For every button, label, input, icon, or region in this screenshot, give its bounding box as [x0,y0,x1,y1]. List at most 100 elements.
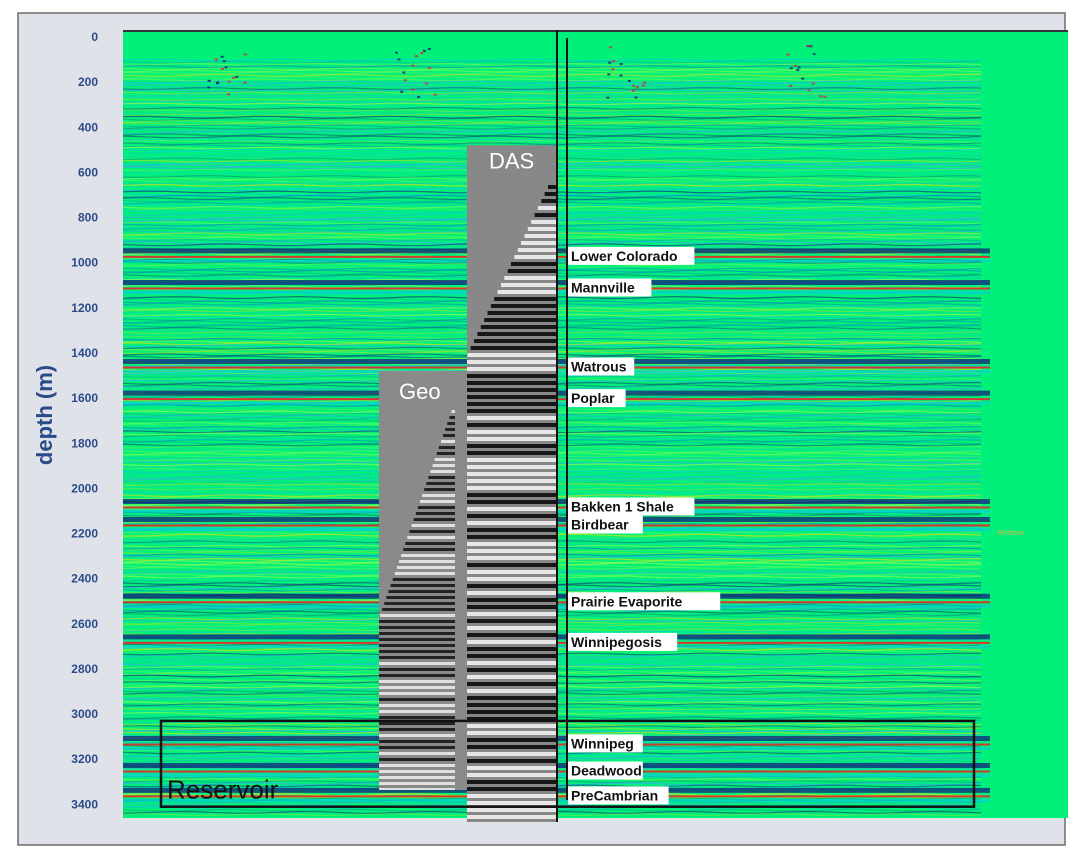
noise-speck [634,96,638,99]
geo-traces [379,410,455,790]
noise-speck [224,66,228,69]
das-band [467,710,558,714]
das-band [467,745,558,749]
geo-band [379,680,455,683]
formation-label: Winnipegosis [571,634,662,650]
das-band [541,199,558,203]
reflector [123,69,982,73]
das-band [501,283,558,287]
geo-band [394,572,455,575]
geo-band [403,548,455,551]
das-band [467,591,558,595]
das-band [467,675,558,679]
reflector [123,87,982,91]
geo-band [441,440,455,443]
formation-label: Prairie Evaporite [571,593,682,609]
y-tick-label: 2200 [71,527,98,541]
das-band [531,220,558,224]
reflector [123,122,982,126]
reflector [123,78,982,82]
geo-band [428,476,455,479]
das-band [524,234,558,238]
formation-label-bg [568,515,643,534]
geo-band [379,728,455,731]
das-band [467,605,558,609]
noise-speck [641,84,645,87]
das-band [467,570,558,574]
das-band [514,255,558,259]
formation-label-bg [568,632,678,651]
geo-band [411,524,455,527]
noise-speck [609,46,612,49]
geo-band [379,626,455,629]
formation-label: PreCambrian [571,787,658,803]
das-band [487,311,558,315]
noise-speck [414,55,418,58]
reflector [123,84,982,88]
das-band [467,381,558,385]
das-band [548,185,558,189]
das-band [467,430,558,434]
formation-label: Watrous [571,359,627,375]
reflector [123,139,982,143]
geo-band [405,542,455,545]
noise-speck [619,63,623,65]
das-band [467,619,558,623]
reflector [123,117,982,121]
das-band [467,500,558,504]
das-label: DAS [489,148,534,173]
reflector [123,115,982,119]
noise-speck [214,58,218,61]
formation-label-bg [568,592,721,611]
das-band [467,493,558,497]
geo-band [430,470,455,473]
geo-band [413,518,455,521]
formation-label-bg [568,278,652,297]
das-band [517,248,558,252]
das-band [467,612,558,616]
noise-speck [420,52,424,54]
das-band [467,724,558,728]
formation-label-bg [568,357,635,376]
formation-label: Mannville [571,280,635,296]
das-band [467,815,558,819]
formation-label-bg [568,497,695,516]
noise-speck [786,53,790,56]
das-band [467,514,558,518]
noise-speck [789,84,793,87]
noise-speck [627,79,631,82]
noise-speck [643,81,647,84]
geo-band [451,410,455,413]
geo-band [388,590,455,593]
noise-speck [417,96,421,98]
das-band [467,451,558,455]
noise-speck [819,95,823,98]
geo-band [386,596,455,599]
noise-speck [606,96,610,99]
das-band [467,801,558,805]
y-tick-label: 1000 [71,256,98,270]
das-band [467,647,558,651]
geo-band [379,644,455,647]
geo-band [436,452,455,455]
formation-labels: Lower Colorado Mannville Watrous Poplar Bakk… [568,246,721,805]
das-band [467,458,558,462]
noise-speck [635,86,639,89]
geo-band [407,536,455,539]
das-band [467,633,558,637]
geo-band [379,716,455,719]
y-tick-label: 3400 [71,797,98,811]
das-band [467,542,558,546]
reflector [123,135,982,139]
noise-speck [216,81,220,84]
das-band [467,563,558,567]
geo-band [379,710,455,713]
geo-band [379,698,455,701]
das-band [467,388,558,392]
noise-speck [220,68,224,70]
noise-speck [811,82,815,85]
das-band [467,437,558,441]
das-band [467,759,558,763]
y-axis-label: depth (m) [32,365,57,465]
geo-band [379,764,455,767]
